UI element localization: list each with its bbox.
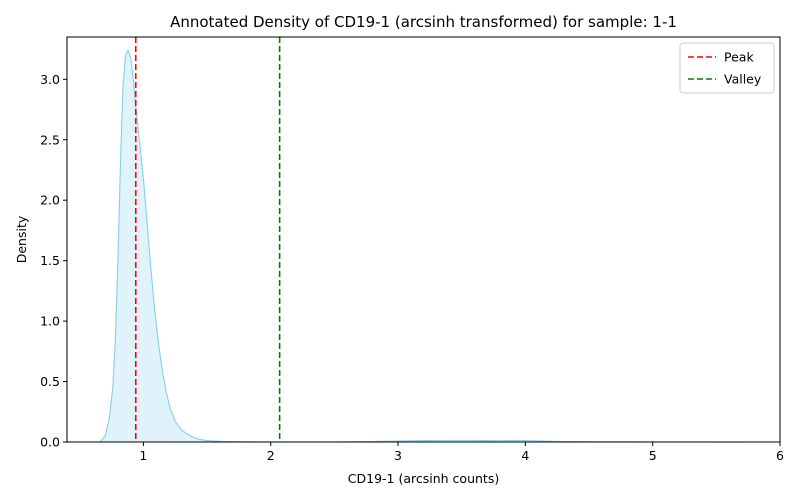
legend-label-peak: Peak xyxy=(724,50,754,65)
plot-frame xyxy=(66,36,781,443)
legend-label-valley: Valley xyxy=(724,72,762,87)
x-tick-label: 6 xyxy=(776,448,784,463)
density-line xyxy=(99,48,749,443)
chart-title: Annotated Density of CD19-1 (arcsinh tra… xyxy=(170,13,677,31)
y-tick-label: 1.0 xyxy=(40,314,60,329)
y-axis-label: Density xyxy=(14,215,29,263)
x-tick-label: 4 xyxy=(521,448,529,463)
y-tick-label: 3.0 xyxy=(40,72,60,87)
x-tick-label: 5 xyxy=(649,448,657,463)
y-axis: 0.0 0.5 1.0 1.5 2.0 2.5 3.0 xyxy=(40,72,67,450)
y-tick-label: 1.5 xyxy=(40,253,60,268)
x-tick-label: 3 xyxy=(394,448,402,463)
y-tick-label: 2.0 xyxy=(40,193,60,208)
plot-area xyxy=(66,36,781,443)
x-tick-label: 2 xyxy=(267,448,275,463)
x-axis: 1 2 3 4 5 6 xyxy=(139,442,784,463)
y-tick-label: 0.5 xyxy=(40,374,60,389)
density-fill xyxy=(100,50,749,443)
y-tick-label: 0.0 xyxy=(40,435,60,450)
x-axis-label: CD19-1 (arcsinh counts) xyxy=(348,471,499,486)
legend: Peak Valley xyxy=(679,42,775,94)
legend-box xyxy=(679,42,775,94)
x-tick-label: 1 xyxy=(139,448,147,463)
y-tick-label: 2.5 xyxy=(40,132,60,147)
